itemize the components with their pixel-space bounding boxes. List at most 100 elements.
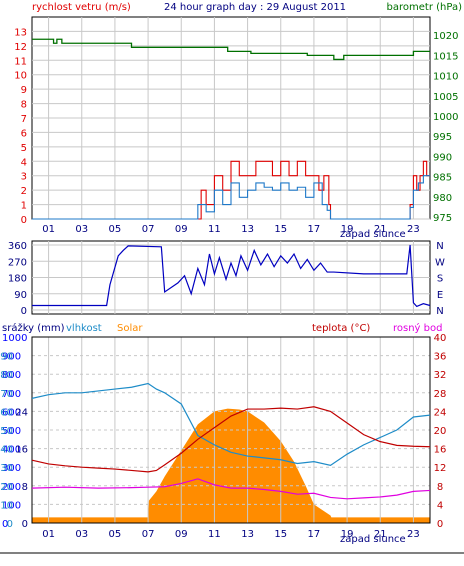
barometer-tick-label: 1000 [433, 112, 458, 123]
temperature-axis-label: teplota (°C) [312, 323, 370, 334]
wind-axis-label: rychlost vetru (m/s) [32, 2, 131, 13]
solar-tick-label: 200 [2, 482, 21, 493]
wind-speed-tick-label: 3 [21, 172, 27, 183]
barometer-tick-label: 995 [433, 132, 452, 143]
solar-tick-label: 300 [2, 463, 21, 474]
compass-tick-label: N [436, 241, 443, 252]
direction-tick-label: 360 [8, 241, 27, 252]
temperature-tick-label: 40 [434, 333, 447, 344]
direction-tick-label: 180 [8, 274, 27, 285]
compass-tick-label: W [435, 257, 445, 268]
wind-speed-tick-label: 4 [21, 157, 27, 168]
rain-axis-label: srážky (mm) [2, 322, 65, 334]
x-tick-label: 23 [407, 529, 420, 540]
solar-tick-label: 1000 [2, 333, 27, 344]
solar-tick-label: 0 [2, 519, 8, 530]
x-tick-label: 13 [241, 224, 254, 235]
solar-tick-label: 800 [2, 370, 21, 381]
temperature-tick-label: 28 [434, 389, 447, 400]
humidity-tick-label: 40 [0, 445, 13, 456]
x-tick-label: 09 [175, 224, 188, 235]
direction-tick-label: 0 [21, 306, 27, 317]
barometer-tick-label: 1015 [433, 51, 458, 62]
barometer-tick-label: 975 [433, 213, 452, 224]
wind-speed-tick-label: 13 [14, 27, 27, 38]
compass-tick-label: E [437, 290, 443, 301]
compass-tick-label: S [437, 274, 443, 285]
rain-tick-label: 24 [15, 407, 28, 418]
x-tick-label: 15 [274, 224, 287, 235]
solar-tick-label: 100 [2, 500, 21, 511]
solar-axis-label: Solar [117, 323, 143, 334]
rain-tick-label: 0 [22, 519, 28, 530]
solar-tick-label: 700 [2, 389, 21, 400]
wind-speed-tick-label: 2 [21, 186, 27, 197]
barometer-tick-label: 1020 [433, 31, 458, 42]
solar-tick-label: 900 [2, 352, 21, 363]
solar-area [32, 408, 430, 523]
humidity-tick-label: 60 [0, 407, 13, 418]
x-tick-label: 07 [142, 224, 155, 235]
wind-speed-tick-label: 0 [21, 215, 27, 226]
x-tick-label: 15 [274, 529, 287, 540]
temperature-tick-label: 32 [434, 370, 447, 381]
x-tick-label: 21 [374, 529, 387, 540]
compass-tick-label: N [436, 306, 443, 317]
barometer-tick-label: 980 [433, 193, 452, 204]
humidity-line [31, 382, 431, 466]
temperature-tick-label: 0 [437, 519, 443, 530]
x-tick-label: 19 [341, 224, 354, 235]
wind-speed-tick-label: 5 [21, 143, 27, 154]
barometer-line [32, 38, 430, 61]
rain-tick-label: 8 [22, 482, 28, 493]
wind-barometer-panel: rychlost vetru (m/s) 24 hour graph day :… [14, 2, 462, 226]
temperature-line [31, 406, 431, 473]
x-tick-label: 17 [308, 529, 321, 540]
temperature-panel: srážky (mm) vlhkost Solar teplota (°C) r… [0, 322, 446, 530]
wind-speed-tick-label: 9 [21, 85, 27, 96]
wind-direction-line [32, 244, 431, 308]
x-tick-label: 05 [109, 224, 122, 235]
humidity-tick-label: 70 [0, 389, 13, 400]
wind-speed-tick-label: 6 [21, 128, 27, 139]
solar-tick-label: 400 [2, 445, 21, 456]
x-tick-label: 03 [75, 224, 88, 235]
barometer-tick-label: 1005 [433, 92, 458, 103]
x-tick-label: 11 [208, 224, 221, 235]
wind-speed-tick-label: 12 [14, 42, 27, 53]
x-tick-label: 13 [241, 529, 254, 540]
wind-average-line [32, 175, 430, 220]
chart-title: 24 hour graph day : 29 August 2011 [164, 2, 346, 13]
barometer-tick-label: 1010 [433, 72, 458, 83]
x-tick-label: 05 [109, 529, 122, 540]
x-tick-label: 01 [42, 529, 55, 540]
rain-tick-label: 16 [15, 445, 28, 456]
humidity-tick-label: 20 [0, 482, 13, 493]
barometer-axis-label: barometr (hPa) [387, 2, 463, 13]
humidity-axis-label: vlhkost [66, 323, 102, 334]
x-tick-label: 11 [208, 529, 221, 540]
temperature-tick-label: 36 [434, 352, 447, 363]
temperature-tick-label: 16 [434, 445, 447, 456]
x-tick-label: 03 [75, 529, 88, 540]
direction-tick-label: 90 [14, 290, 27, 301]
x-tick-label: 07 [142, 529, 155, 540]
barometer-tick-label: 990 [433, 152, 452, 163]
dewpoint-line [31, 478, 431, 500]
humidity-tick-label: 10 [0, 500, 13, 511]
temperature-tick-label: 8 [437, 482, 443, 493]
x-tick-label: 17 [308, 224, 321, 235]
temperature-tick-label: 24 [434, 407, 447, 418]
x-tick-label: 09 [175, 529, 188, 540]
direction-tick-label: 270 [8, 257, 27, 268]
temperature-tick-label: 20 [434, 426, 447, 437]
sunset-label-top: západ slunce [340, 228, 406, 240]
solar-tick-label: 600 [2, 407, 21, 418]
x-tick-label: 01 [42, 224, 55, 235]
temperature-tick-label: 4 [437, 500, 443, 511]
x-tick-label: 23 [407, 224, 420, 235]
humidity-tick-label: 30 [0, 463, 13, 474]
wind-speed-tick-label: 10 [14, 71, 27, 82]
humidity-tick-label: 0 [7, 519, 13, 530]
